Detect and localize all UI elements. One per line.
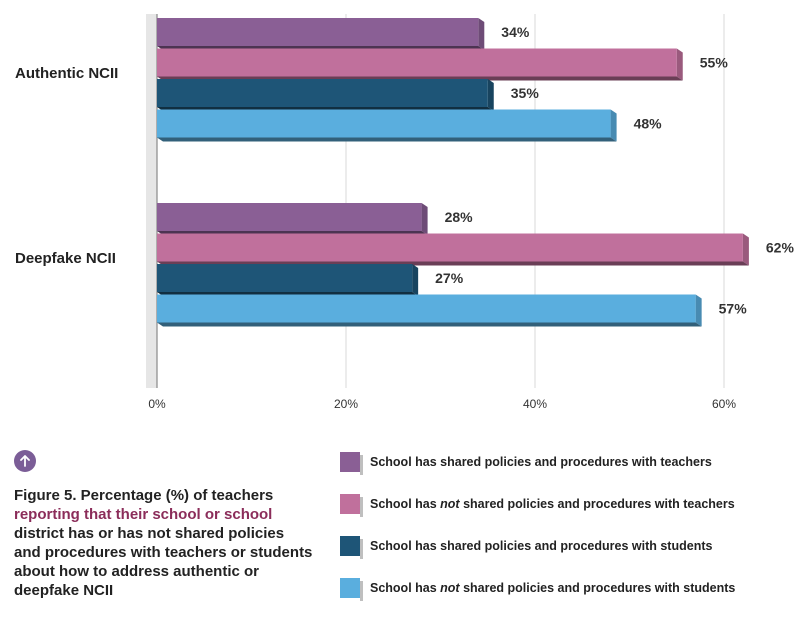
caption-accent: reporting that their school or school xyxy=(14,506,273,523)
x-tick-label: 60% xyxy=(712,397,736,411)
bar xyxy=(157,203,422,231)
data-label: 27% xyxy=(435,270,464,286)
caption-rest: district has or has not shared policies … xyxy=(14,525,313,599)
bar-side xyxy=(695,294,702,327)
legend-item-shared-teachers: School has shared policies and procedure… xyxy=(340,451,800,475)
data-label: 62% xyxy=(766,240,795,256)
legend-item-shared-students: School has shared policies and procedure… xyxy=(340,535,800,559)
data-label: 55% xyxy=(700,55,729,71)
caption-lead: Figure 5. Percentage (%) of teachers xyxy=(14,487,274,504)
legend: School has shared policies and procedure… xyxy=(340,451,800,619)
legend-swatch xyxy=(340,578,363,601)
legend-item-not-shared-students: School has not shared policies and proce… xyxy=(340,577,800,601)
bar-side xyxy=(676,48,683,81)
data-label: 34% xyxy=(501,24,530,40)
legend-label: School has not shared policies and proce… xyxy=(370,497,735,511)
bar-side xyxy=(412,264,419,296)
bar-chart: 0% 20% 40% 60% 34% 55% 35% 48% 28% 62% 27% 57% Authe… xyxy=(15,14,794,411)
data-label: 28% xyxy=(445,209,474,225)
bar-side xyxy=(421,203,428,235)
legend-swatch xyxy=(340,536,363,559)
data-label: 48% xyxy=(634,116,663,132)
bar-side xyxy=(742,233,749,266)
category-label: Deepfake NCII xyxy=(15,250,116,267)
legend-item-not-shared-teachers: School has not shared policies and proce… xyxy=(340,493,800,517)
bar xyxy=(157,109,611,138)
bars-layer xyxy=(157,18,749,327)
bar xyxy=(157,264,413,292)
bar-side xyxy=(487,79,494,111)
bar xyxy=(157,79,488,107)
bar-bottom xyxy=(157,322,702,327)
bar-side xyxy=(610,109,617,142)
labels-layer: 0% 20% 40% 60% 34% 55% 35% 48% 28% 62% 27% 57% Authe… xyxy=(15,24,794,411)
bar xyxy=(157,294,696,323)
figure-caption: Figure 5. Percentage (%) of teachers rep… xyxy=(14,486,314,600)
bar xyxy=(157,48,677,77)
axis-depth-wall xyxy=(146,14,157,388)
bar xyxy=(157,18,479,46)
legend-swatch xyxy=(340,452,363,475)
bar xyxy=(157,233,743,262)
x-tick-label: 40% xyxy=(523,397,547,411)
arrow-up-circle-icon[interactable] xyxy=(14,450,36,472)
legend-label: School has shared policies and procedure… xyxy=(370,455,712,469)
category-label: Authentic NCII xyxy=(15,65,118,82)
bar-bottom xyxy=(157,137,617,142)
x-tick-label: 20% xyxy=(334,397,358,411)
legend-swatch xyxy=(340,494,363,517)
legend-label: School has not shared policies and proce… xyxy=(370,581,736,595)
data-label: 35% xyxy=(511,85,540,101)
legend-label: School has shared policies and procedure… xyxy=(370,539,713,553)
x-tick-label: 0% xyxy=(148,397,166,411)
bar-side xyxy=(478,18,485,50)
caption-block: Figure 5. Percentage (%) of teachers rep… xyxy=(14,450,314,600)
data-label: 57% xyxy=(719,301,748,317)
